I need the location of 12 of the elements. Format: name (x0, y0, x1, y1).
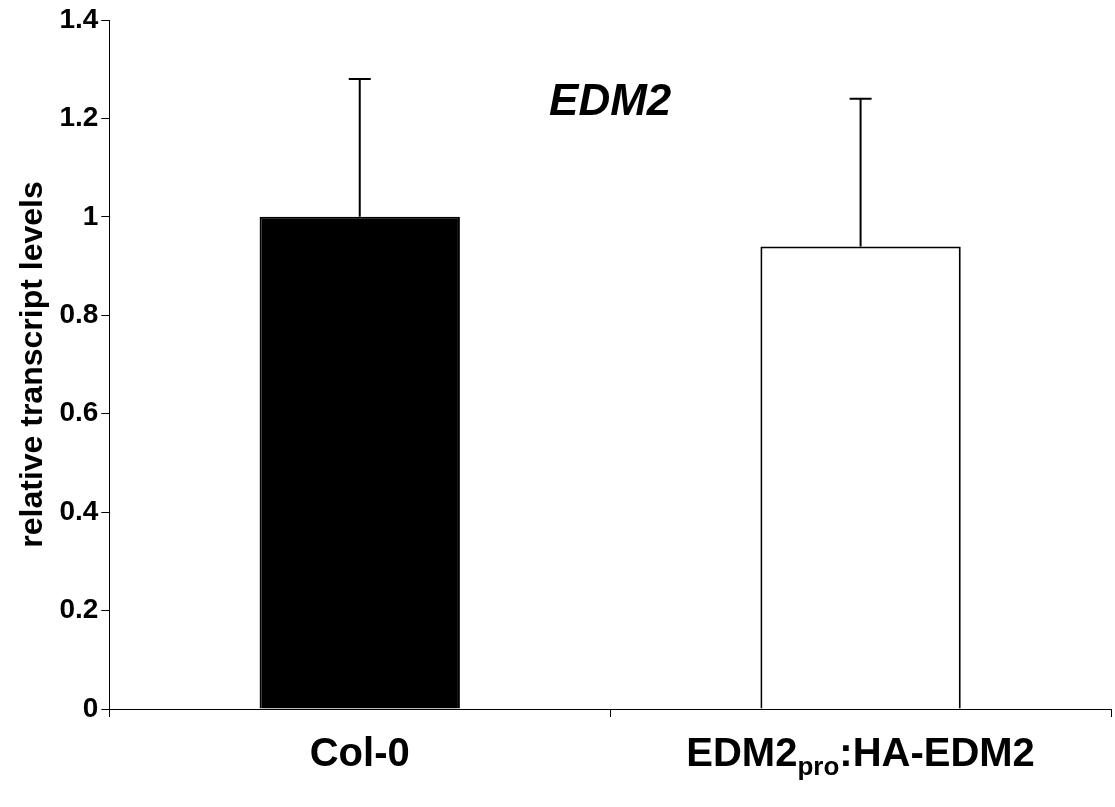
y-tick-label: 0 (82, 691, 99, 723)
y-tick-label: 1.2 (59, 101, 99, 133)
y-tick-label: 1.4 (59, 2, 99, 34)
y-tick-label: 0.6 (59, 396, 99, 428)
x-tick-label: EDM2$_{pro}$:HA-EDM2 (686, 730, 1035, 782)
y-tick-label: 0.8 (59, 298, 99, 329)
y-tick-label: 0.2 (59, 593, 99, 625)
y-axis-title: relative transcript levels (13, 181, 50, 548)
x-tick-label: Col-0 (309, 730, 410, 775)
y-tick-label: 1 (82, 199, 99, 231)
y-tick-label: 0.4 (59, 494, 99, 526)
text: EDM2 (549, 75, 672, 125)
